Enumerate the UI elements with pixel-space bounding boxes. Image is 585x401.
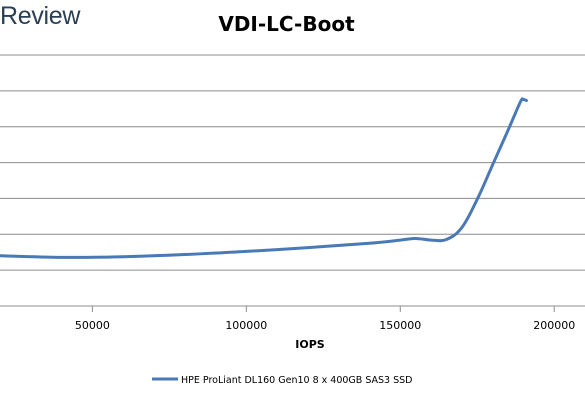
series-layer bbox=[0, 97, 528, 259]
x-tick-label: 200000 bbox=[533, 319, 575, 332]
x-tick-label: 150000 bbox=[379, 319, 421, 332]
series-line bbox=[0, 97, 528, 259]
x-axis: 50000 100000 150000 200000 bbox=[0, 305, 585, 332]
x-axis-label: IOPS bbox=[295, 338, 325, 351]
gridlines bbox=[0, 54, 585, 271]
x-tick-label: 50000 bbox=[75, 319, 110, 332]
legend-label: HPE ProLiant DL160 Gen10 8 x 400GB SAS3 … bbox=[181, 375, 413, 386]
legend: HPE ProLiant DL160 Gen10 8 x 400GB SAS3 … bbox=[152, 375, 413, 386]
chart-title: VDI-LC-Boot bbox=[218, 12, 355, 36]
brand-wordmark: Review bbox=[0, 2, 81, 30]
x-tick-label: 100000 bbox=[225, 319, 267, 332]
